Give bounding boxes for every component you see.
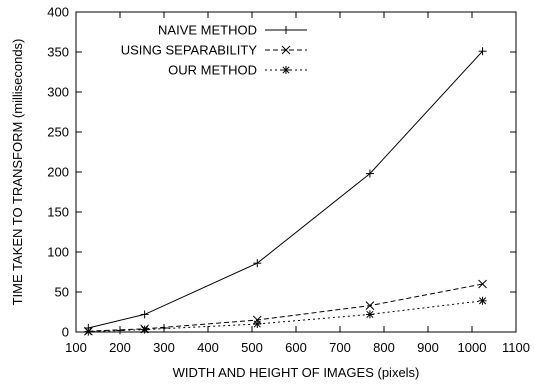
y-tick-label: 0 [62,325,69,340]
x-tick-label: 1100 [502,340,530,355]
legend-entry: OUR METHOD [168,63,307,78]
x-tick-label: 700 [329,340,351,355]
plot-area [75,11,517,333]
data-point [140,325,149,334]
series-line [88,300,483,333]
series-line [88,50,483,329]
y-tick-label: 300 [47,85,69,100]
data-point [478,47,487,56]
data-point [365,310,374,319]
y-axis-title: TIME TAKEN TO TRANSFORM (milliseconds) [10,39,25,306]
x-tick-label: 300 [153,340,175,355]
legend-entry: NAIVE METHOD [158,23,307,38]
legend: NAIVE METHOD USING SEPARABILITY OUR METHOD [121,23,307,78]
data-point [84,327,93,336]
plot-border [75,11,517,333]
legend-entry: USING SEPARABILITY [121,43,307,58]
y-tick-label: 400 [47,5,69,20]
data-point [160,324,168,332]
x-tick-label: 200 [109,340,131,355]
legend-swatch-marker [282,26,290,34]
x-tick-label: 100 [65,340,87,355]
series-2 [84,296,487,336]
series-0 [84,47,487,332]
data-point [365,169,374,178]
data-point [478,296,487,305]
legend-label: NAIVE METHOD [158,23,257,38]
x-tick-label: 400 [197,340,219,355]
x-tick-label: 800 [373,340,395,355]
legend-swatch-marker [281,45,291,55]
extra-points [116,324,168,335]
y-tick-label: 200 [47,165,69,180]
y-tick-label: 350 [47,45,69,60]
x-tick-label: 900 [417,340,439,355]
data-point [140,310,149,319]
legend-swatch-marker [282,66,290,74]
data-point [478,279,487,289]
data-point [253,320,262,328]
axis-ticks: 100 200 300 400 500 600 700 800 900 1000 1100 0 50 10… [47,5,530,356]
series-layer [83,47,487,336]
x-tick-label: 500 [241,340,263,355]
x-axis-title: WIDTH AND HEIGHT OF IMAGES (pixels) [173,365,420,380]
legend-label: USING SEPARABILITY [121,43,258,58]
y-tick-label: 250 [47,125,69,140]
y-tick-label: 100 [47,245,69,260]
data-point [365,301,375,310]
x-tick-label: 1000 [458,340,487,355]
y-tick-label: 150 [47,205,69,220]
x-tick-label: 600 [285,340,307,355]
y-tick-label: 50 [55,285,69,300]
legend-label: OUR METHOD [168,63,257,78]
data-point [253,259,262,268]
data-point [116,326,124,335]
